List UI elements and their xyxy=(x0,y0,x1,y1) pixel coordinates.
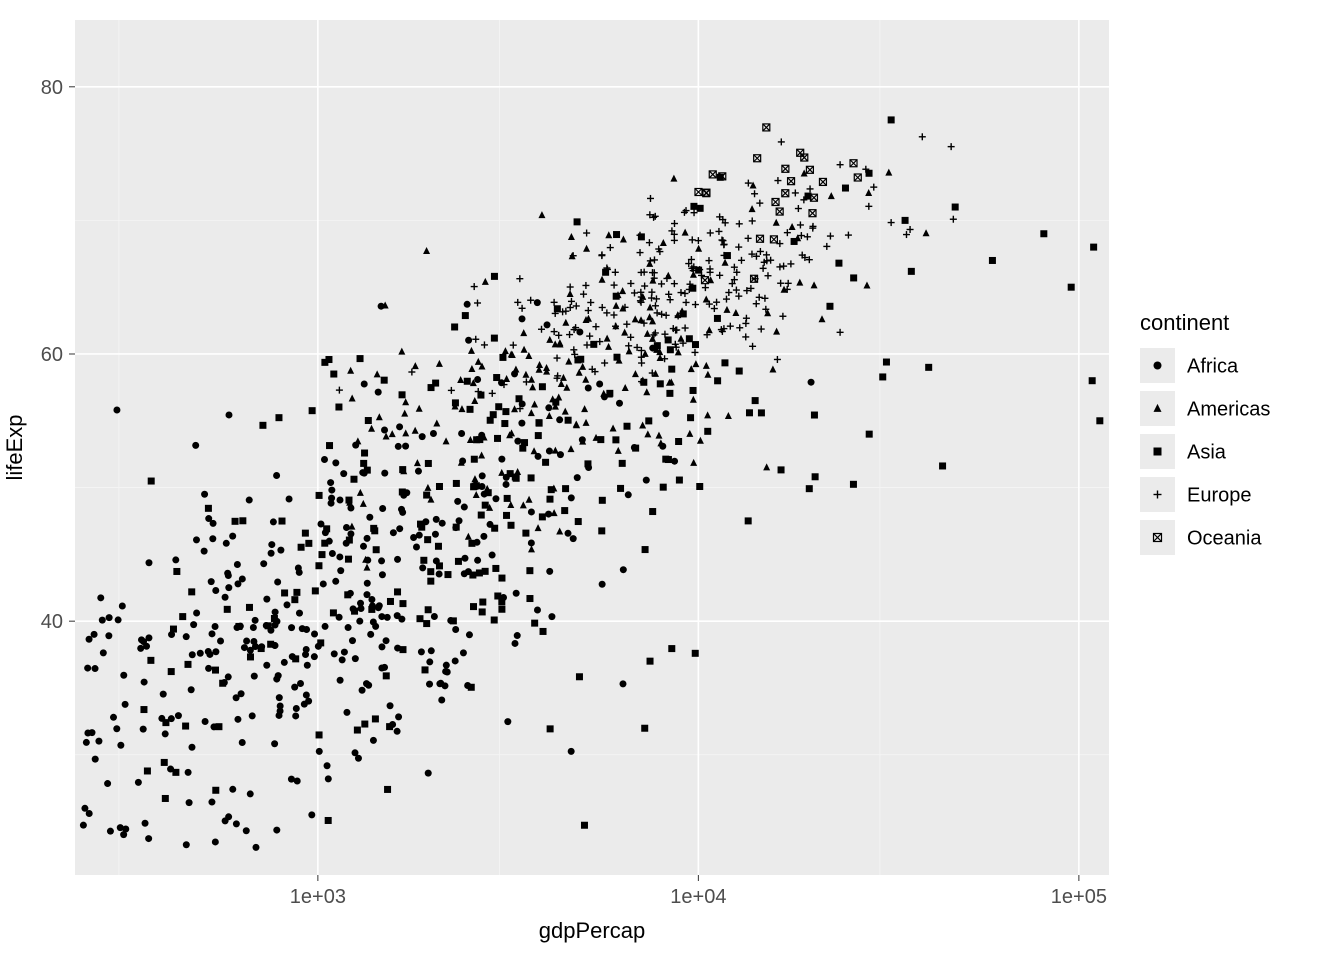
legend-item-label: Africa xyxy=(1187,356,1239,378)
legend: continent Africa Americas Asia Europe Oceania xyxy=(1140,310,1270,555)
x-tick-label: 1e+05 xyxy=(1051,886,1107,908)
x-axis-title: gdpPercap xyxy=(539,918,645,943)
y-tick-label: 40 xyxy=(41,611,63,633)
legend-item-label: Oceania xyxy=(1187,528,1262,550)
chart-svg: 1e+03 1e+04 1e+05 40 60 80 gdpPercap lifeExp con… xyxy=(0,0,1344,960)
legend-item-label: Asia xyxy=(1187,442,1227,464)
legend-item-label: Europe xyxy=(1187,485,1252,507)
legend-title: continent xyxy=(1140,310,1229,335)
scatter-chart: 1e+03 1e+04 1e+05 40 60 80 gdpPercap lifeExp con… xyxy=(0,0,1344,960)
y-axis-title: lifeExp xyxy=(2,414,27,480)
y-tick-label: 80 xyxy=(41,77,63,99)
x-tick-label: 1e+04 xyxy=(670,886,726,908)
legend-item-label: Americas xyxy=(1187,399,1270,421)
y-tick-label: 60 xyxy=(41,344,63,366)
x-tick-label: 1e+03 xyxy=(290,886,346,908)
